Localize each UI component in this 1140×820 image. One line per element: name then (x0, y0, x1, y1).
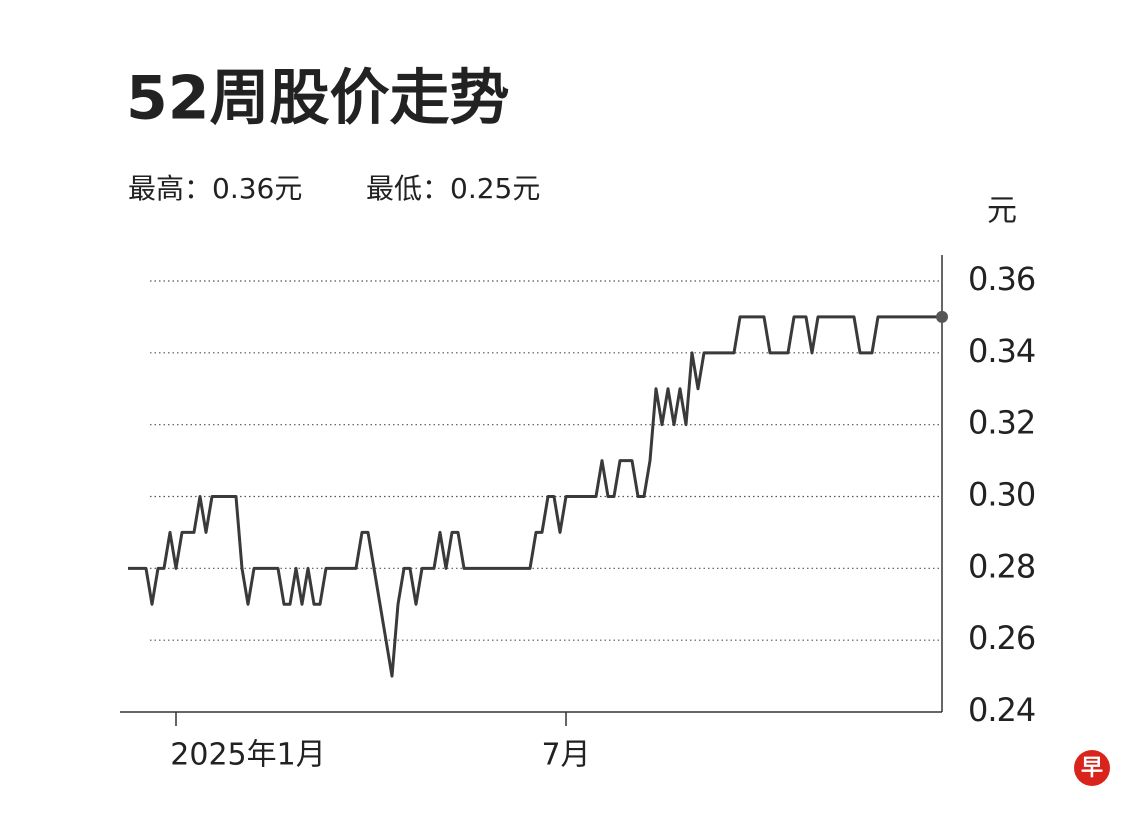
subtitle-low: 最低：0.25元 (366, 172, 540, 205)
chart-title: 52周股价走势 (126, 64, 510, 134)
y-tick-label: 0.26 (968, 619, 1035, 657)
last-point (936, 310, 948, 323)
y-tick-label: 0.32 (968, 404, 1035, 442)
x-tick-label: 2025年1月 (170, 738, 325, 773)
logo-badge (1074, 750, 1110, 786)
subtitle-high: 最高：0.36元 (128, 172, 302, 205)
y-tick-label: 0.30 (968, 476, 1035, 514)
y-tick-label: 0.36 (968, 260, 1035, 298)
y-tick-label: 0.28 (968, 547, 1035, 585)
y-tick-label: 0.24 (968, 691, 1035, 729)
price-line (128, 315, 944, 678)
y-axis-label: 元 (987, 194, 1017, 229)
logo: 早 (1081, 756, 1103, 781)
y-tick-label: 0.34 (968, 332, 1035, 370)
x-tick-label: 7月 (541, 738, 590, 773)
